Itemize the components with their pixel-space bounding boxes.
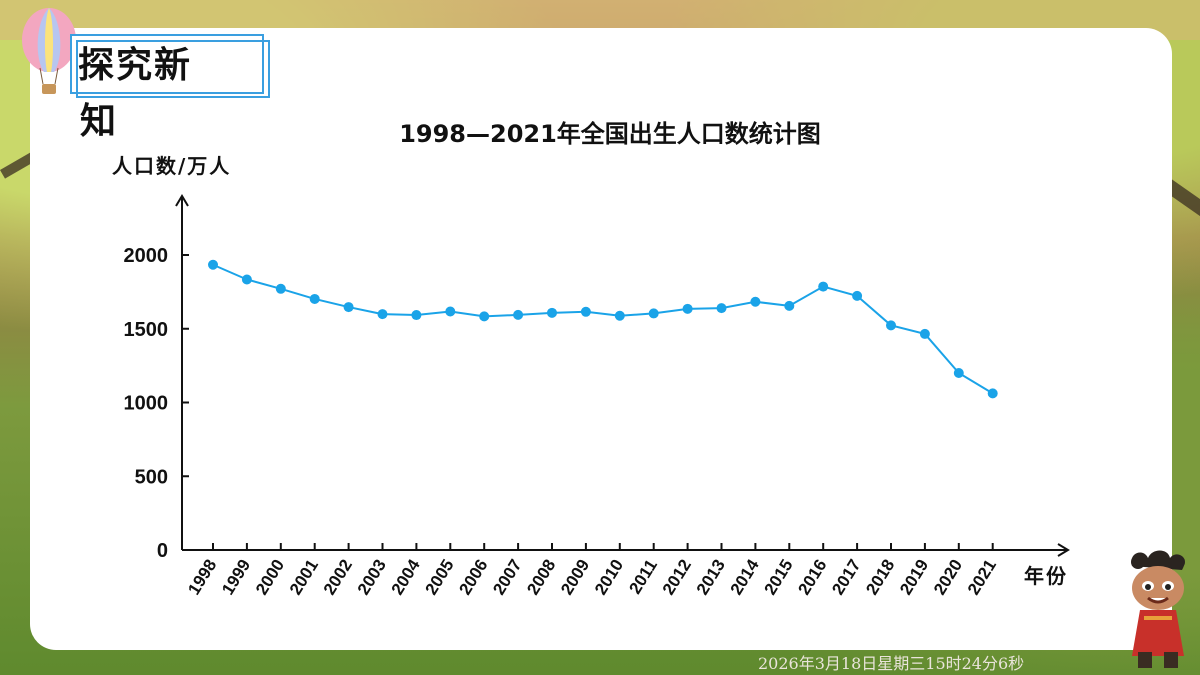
mascot-character-icon <box>1131 550 1185 668</box>
data-point <box>547 307 557 318</box>
slide-heading: 探究新 <box>78 45 193 86</box>
data-point <box>343 302 354 313</box>
y-tick-label: 500 <box>135 466 168 488</box>
x-tick-label: 2000 <box>252 556 288 598</box>
timestamp: 2026年3月18日星期三15时24分6秒 <box>758 654 1025 673</box>
x-tick-label: 2012 <box>659 556 695 598</box>
data-point <box>682 303 693 314</box>
data-point <box>241 274 252 285</box>
chart-title: 1998—2021年全国出生人口数统计图 <box>399 120 821 148</box>
x-tick-label: 2017 <box>828 556 864 598</box>
x-tick-label: 2015 <box>761 556 797 598</box>
data-point <box>275 283 286 294</box>
data-point <box>953 368 964 378</box>
x-tick-label: 2021 <box>964 556 1000 598</box>
slide-heading-tail: 知 <box>80 101 117 142</box>
data-point <box>750 296 761 307</box>
data-point <box>784 300 795 311</box>
x-tick-label: 2019 <box>896 556 932 598</box>
x-tick-label: 2013 <box>693 556 729 598</box>
y-tick-label: 1000 <box>124 393 169 415</box>
x-tick-label: 2003 <box>354 556 390 598</box>
x-axis-label: 年份 <box>1024 564 1068 588</box>
data-point <box>614 310 625 321</box>
data-point <box>919 328 930 339</box>
x-tick-label: 2009 <box>557 556 593 598</box>
x-axis-arrow <box>1057 543 1070 557</box>
x-tick-label: 1999 <box>218 556 254 598</box>
y-axis-arrow <box>175 194 189 207</box>
data-point <box>648 308 659 319</box>
x-tick-label: 2001 <box>286 556 322 598</box>
data-point <box>580 306 591 317</box>
data-point <box>377 309 388 320</box>
x-tick-label: 2005 <box>422 556 458 598</box>
x-tick-label: 2006 <box>455 556 491 598</box>
data-point <box>987 388 998 399</box>
data-point <box>818 281 829 292</box>
y-tick-label: 2000 <box>124 245 169 267</box>
content-board <box>30 28 1172 650</box>
data-point <box>513 309 524 320</box>
data-point <box>852 290 863 301</box>
x-tick-label: 2010 <box>591 556 627 598</box>
x-tick-label: 2011 <box>625 556 661 597</box>
hot-air-balloon-icon <box>22 8 76 94</box>
x-tick-label: 1998 <box>184 556 220 598</box>
x-tick-label: 2020 <box>930 556 966 598</box>
heading-frame <box>70 34 270 98</box>
y-tick-label: 1500 <box>124 319 169 341</box>
series-line <box>212 263 994 395</box>
x-tick-label: 2008 <box>523 556 559 598</box>
y-tick-label: 0 <box>157 540 168 562</box>
data-point <box>411 310 422 321</box>
x-tick-label: 2004 <box>388 556 424 599</box>
data-point <box>208 259 218 270</box>
data-point <box>716 303 727 314</box>
x-tick-label: 2016 <box>794 556 830 598</box>
data-point <box>309 293 320 304</box>
x-tick-label: 2007 <box>489 556 525 598</box>
data-point <box>886 320 896 331</box>
x-tick-label: 2002 <box>320 556 356 598</box>
y-axis-label: 人口数/万人 <box>112 154 232 178</box>
x-tick-label: 2014 <box>727 556 763 599</box>
x-tick-label: 2018 <box>862 556 898 598</box>
data-point <box>445 306 456 317</box>
data-point <box>479 311 490 322</box>
